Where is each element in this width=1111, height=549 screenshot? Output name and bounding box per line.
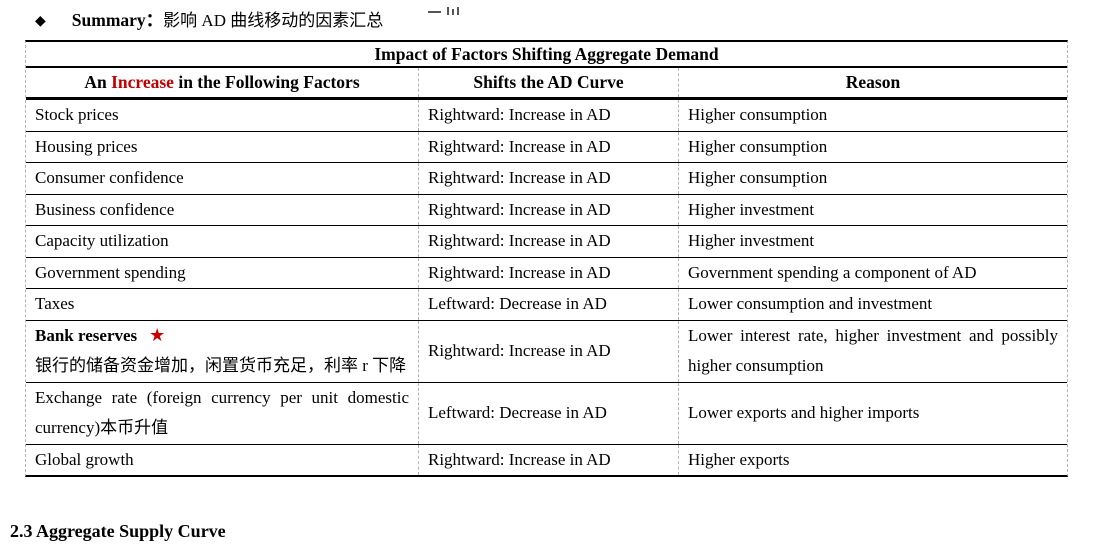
factor-cell: Stock prices [35,105,119,124]
table-title: Impact of Factors Shifting Aggregate Dem… [26,42,1067,68]
diamond-bullet-icon: ◆ [35,13,46,29]
header-factors: An Increase in the Following Factors [84,72,360,92]
table-row-government-spending: Government spending Rightward: Increase … [26,257,1067,289]
factor-cell: Bank reserves ★ 银行的储备资金增加，闲置货币充足，利率 r 下降 [26,321,418,382]
reason-cell: Lower exports and higher imports [678,382,1067,444]
shift-cell: Rightward: Increase in AD [418,100,678,131]
ad-factors-table: Impact of Factors Shifting Aggregate Dem… [25,40,1068,477]
table-row-stock-prices: Stock prices Rightward: Increase in AD H… [26,100,1067,132]
table-row-exchange-rate: Exchange rate (foreign currency per unit… [26,382,1067,445]
shift-cell: Rightward: Increase in AD [418,131,678,162]
shift-cell: Rightward: Increase in AD [418,320,678,382]
header-reason: Reason [678,68,1067,97]
summary-label: Summary： [71,10,164,30]
shift-cell: Rightward: Increase in AD [418,226,678,257]
reason-cell: Higher investment [678,194,1067,225]
reason-cell: Lower consumption and investment [678,289,1067,320]
factor-cell: Capacity utilization [35,231,169,250]
summary-line: ◆ Summary：影响 AD 曲线移动的因素汇总 [35,6,383,32]
factor-cell: Taxes [35,294,75,313]
reason-cell: Lower interest rate, higher investment a… [678,320,1067,382]
factor-name: Bank reserves [35,325,138,345]
reason-cell: Higher consumption [678,163,1067,194]
reason-cell: Higher investment [678,226,1067,257]
factor-cell: Exchange rate (foreign currency per unit… [35,387,409,438]
table-row-taxes: Taxes Leftward: Decrease in AD Lower con… [26,289,1067,321]
summary-text: 影响 AD 曲线移动的因素汇总 [163,11,384,30]
reason-cell: Higher consumption [678,131,1067,162]
section-heading: 2.3 Aggregate Supply Curve [10,521,226,541]
reason-cell: Government spending a component of AD [678,257,1067,288]
shift-cell: Rightward: Increase in AD [418,163,678,194]
shift-cell: Leftward: Decrease in AD [418,289,678,320]
header-shift: Shifts the AD Curve [418,68,678,97]
factor-cell: Global growth [35,449,134,469]
shift-cell: Rightward: Increase in AD [418,444,678,475]
clipped-text-artifact [428,7,468,15]
reason-cell: Higher exports [678,444,1067,475]
table-row-capacity-utilization: Capacity utilization Rightward: Increase… [26,226,1067,258]
shift-cell: Rightward: Increase in AD [418,194,678,225]
factor-note: 银行的储备资金增加，闲置货币充足，利率 r 下降 [35,356,407,375]
factor-cell: Government spending [35,262,186,282]
factor-cell: Housing prices [35,136,138,156]
shift-cell: Rightward: Increase in AD [418,257,678,288]
table-row-global-growth: Global growth Rightward: Increase in AD … [26,444,1067,475]
reason-cell: Higher consumption [678,100,1067,131]
header-increase-highlight: Increase [111,72,174,92]
star-icon: ★ [149,324,166,346]
table-row-business-confidence: Business confidence Rightward: Increase … [26,194,1067,226]
shift-cell: Leftward: Decrease in AD [418,382,678,444]
table-row-bank-reserves: Bank reserves ★ 银行的储备资金增加，闲置货币充足，利率 r 下降 … [26,320,1067,383]
table-row-consumer-confidence: Consumer confidence Rightward: Increase … [26,163,1067,195]
table-row-housing-prices: Housing prices Rightward: Increase in AD… [26,131,1067,163]
factor-cell: Consumer confidence [35,168,184,187]
table-header-row: An Increase in the Following Factors Shi… [26,68,1067,100]
factor-cell: Business confidence [35,199,175,219]
